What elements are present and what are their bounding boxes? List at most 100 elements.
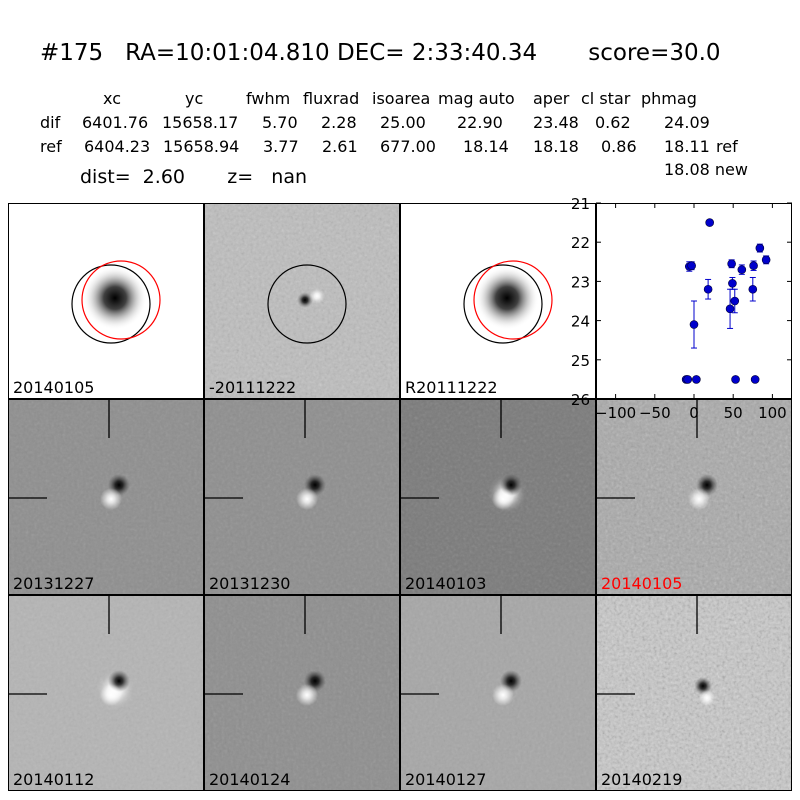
stamp-date-label: 20140127 — [405, 770, 487, 789]
image-stamp[interactable]: 20140127 — [400, 595, 596, 791]
table-cell: 5.70 — [262, 113, 298, 132]
column-header: xc — [103, 89, 121, 108]
stamp-image — [597, 596, 791, 790]
positive-lobe — [492, 684, 514, 706]
stamp-grid: 20140105 -20111222 R20111222 20131227 201312… — [8, 203, 792, 791]
stamp-image — [9, 596, 203, 790]
data-point — [705, 218, 714, 227]
table-cell: 15658.17 — [162, 113, 239, 132]
x-tick-label: −50 — [639, 404, 671, 422]
stamp-image — [205, 596, 399, 790]
table-cell: 2.28 — [321, 113, 357, 132]
y-tick-label: 23 — [571, 273, 590, 291]
star-source — [475, 266, 539, 330]
data-point — [689, 320, 699, 329]
table-cell: 23.48 — [533, 113, 579, 132]
stamp-date-label: 20131230 — [209, 574, 291, 593]
data-point — [687, 261, 696, 271]
star-source — [83, 266, 147, 330]
positive-lobe — [688, 488, 710, 510]
column-header: yc — [185, 89, 204, 108]
table-cell: 15658.94 — [163, 137, 240, 156]
reference-circle — [473, 260, 553, 340]
stamp-image — [401, 596, 595, 790]
data-point — [755, 243, 765, 253]
positive-lobe — [309, 288, 325, 304]
stamp-date-label: R20111222 — [405, 378, 498, 397]
positive-lobe — [296, 684, 318, 706]
image-stamp[interactable]: 20131230 — [204, 399, 400, 595]
column-header: mag auto — [438, 89, 515, 108]
stamp-date-label: 20140124 — [209, 770, 291, 789]
image-stamp[interactable]: 20140112 — [8, 595, 204, 791]
stamp-date-label: -20111222 — [209, 378, 297, 397]
data-point — [731, 375, 740, 384]
light-curve-chart: 21 22 23 24 25 26 −100 −50 0 50 100 — [571, 195, 792, 422]
table-cell: 2.61 — [322, 137, 358, 156]
stamp-image — [9, 400, 203, 594]
table-cell: 25.00 — [380, 113, 426, 132]
data-point — [727, 259, 736, 269]
positive-lobe — [492, 488, 514, 510]
new-magnitude: 18.08 new — [664, 160, 748, 179]
y-tick-label: 21 — [571, 195, 590, 213]
aperture-circle — [267, 264, 347, 344]
aperture-circle — [71, 264, 151, 344]
stamp-image — [205, 204, 399, 398]
y-tick-label: 26 — [571, 391, 590, 409]
table-cell: 0.86 — [601, 137, 637, 156]
positive-lobe — [100, 684, 122, 706]
table-cell: 22.90 — [457, 113, 503, 132]
table-cell: 0.62 — [595, 113, 631, 132]
positive-lobe — [699, 690, 715, 706]
image-stamp[interactable]: 20140105 — [8, 203, 204, 399]
stamp-image — [401, 400, 595, 594]
table-cell: 6404.23 — [84, 137, 151, 156]
table-cell: 677.00 — [380, 137, 436, 156]
image-stamp[interactable]: -20111222 — [204, 203, 400, 399]
stamp-date-label: 20140219 — [601, 770, 683, 789]
aperture-circle — [463, 264, 543, 344]
stamp-image — [71, 260, 161, 344]
table-cell: 18.14 — [463, 137, 509, 156]
light-curve-svg: 21 22 23 24 25 26 −100 −50 0 50 100 — [571, 195, 792, 422]
stamp-image — [463, 260, 553, 344]
data-point — [737, 265, 747, 274]
x-tick-label: 50 — [724, 404, 743, 422]
y-tick-label: 24 — [571, 313, 590, 331]
positive-lobe — [100, 488, 122, 510]
image-stamp[interactable]: 20140219 — [596, 595, 792, 791]
stamp-date-label: 20140105 — [13, 378, 95, 397]
reference-circle — [81, 260, 161, 340]
image-stamp[interactable]: 20131227 — [8, 399, 204, 595]
stamp-date-label: 20131227 — [13, 574, 95, 593]
row-label: ref — [40, 137, 62, 156]
stamp-date-label: 20140112 — [13, 770, 95, 789]
data-point — [725, 304, 735, 314]
image-stamp[interactable]: R20111222 — [400, 203, 596, 399]
stamp-image — [205, 400, 399, 594]
stamp-date-label: 20140103 — [405, 574, 487, 593]
column-header: aper — [533, 89, 570, 108]
image-stamp[interactable]: 20140103 — [400, 399, 596, 595]
y-tick-label: 22 — [571, 234, 590, 252]
noise-texture — [597, 596, 791, 790]
column-header: cl star — [581, 89, 631, 108]
table-cell: 18.11 — [664, 137, 710, 156]
positive-lobe — [296, 488, 318, 510]
data-point — [730, 296, 740, 306]
x-tick-label: 100 — [758, 404, 787, 422]
table-cell: 18.18 — [533, 137, 579, 156]
image-stamp[interactable]: 20140105 — [596, 399, 792, 595]
data-point — [692, 375, 701, 384]
table-cell: 3.77 — [263, 137, 299, 156]
row-label: dif — [40, 113, 61, 132]
data-point — [749, 261, 758, 271]
data-point — [748, 284, 758, 294]
data-point — [728, 279, 737, 288]
image-stamp[interactable]: 20140124 — [204, 595, 400, 791]
column-header: fluxrad — [303, 89, 360, 108]
table-cell: 6401.76 — [82, 113, 149, 132]
data-point — [761, 255, 771, 265]
stamp-date-label: 20140105 — [601, 574, 683, 593]
